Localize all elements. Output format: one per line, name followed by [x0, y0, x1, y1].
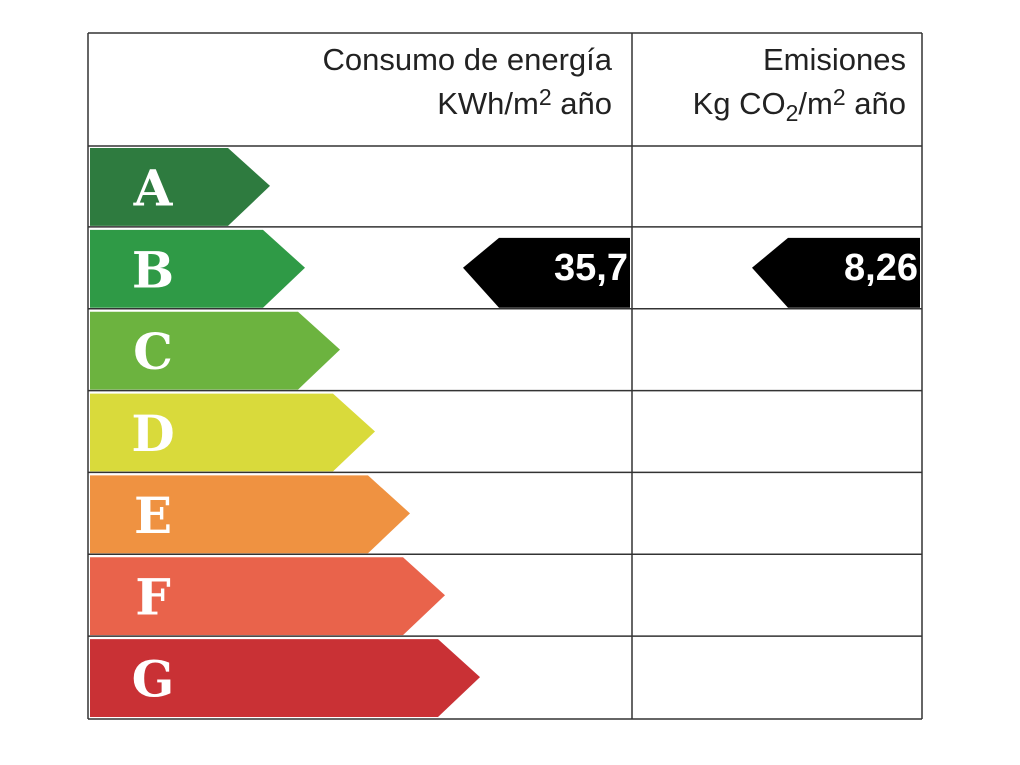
class-arrow	[90, 393, 375, 472]
class-arrow	[90, 148, 270, 226]
class-letter: E	[134, 486, 172, 545]
unit-part: 2	[539, 84, 552, 110]
unit-part: año	[846, 86, 906, 121]
unit-part: año	[552, 86, 612, 121]
class-arrow	[90, 557, 445, 636]
rating-arrow	[752, 237, 920, 308]
class-arrow	[90, 639, 480, 717]
class-arrow	[90, 229, 305, 308]
class-letter: G	[132, 650, 175, 709]
rating-value: 35,7	[554, 247, 628, 289]
rating-value: 8,26	[844, 247, 918, 289]
unit-part: KWh/m	[437, 86, 539, 121]
energy-title: Consumo de energía	[322, 42, 612, 77]
class-letter: A	[133, 158, 174, 217]
unit-part: 2	[786, 100, 799, 126]
class-letter: F	[135, 568, 171, 627]
class-arrow	[90, 475, 410, 554]
class-letter: B	[132, 240, 174, 299]
class-letter: C	[133, 322, 173, 381]
class-letter: D	[131, 404, 174, 463]
class-arrow	[90, 311, 340, 390]
rating-arrow	[463, 237, 630, 308]
emissions-unit: Kg CO2/m2 año	[693, 84, 906, 126]
emissions-title: Emisiones	[763, 42, 906, 77]
unit-part: 2	[833, 84, 846, 110]
energy-unit: KWh/m2 año	[437, 84, 612, 121]
unit-part: Kg CO	[693, 86, 786, 121]
unit-part: /m	[798, 86, 832, 121]
